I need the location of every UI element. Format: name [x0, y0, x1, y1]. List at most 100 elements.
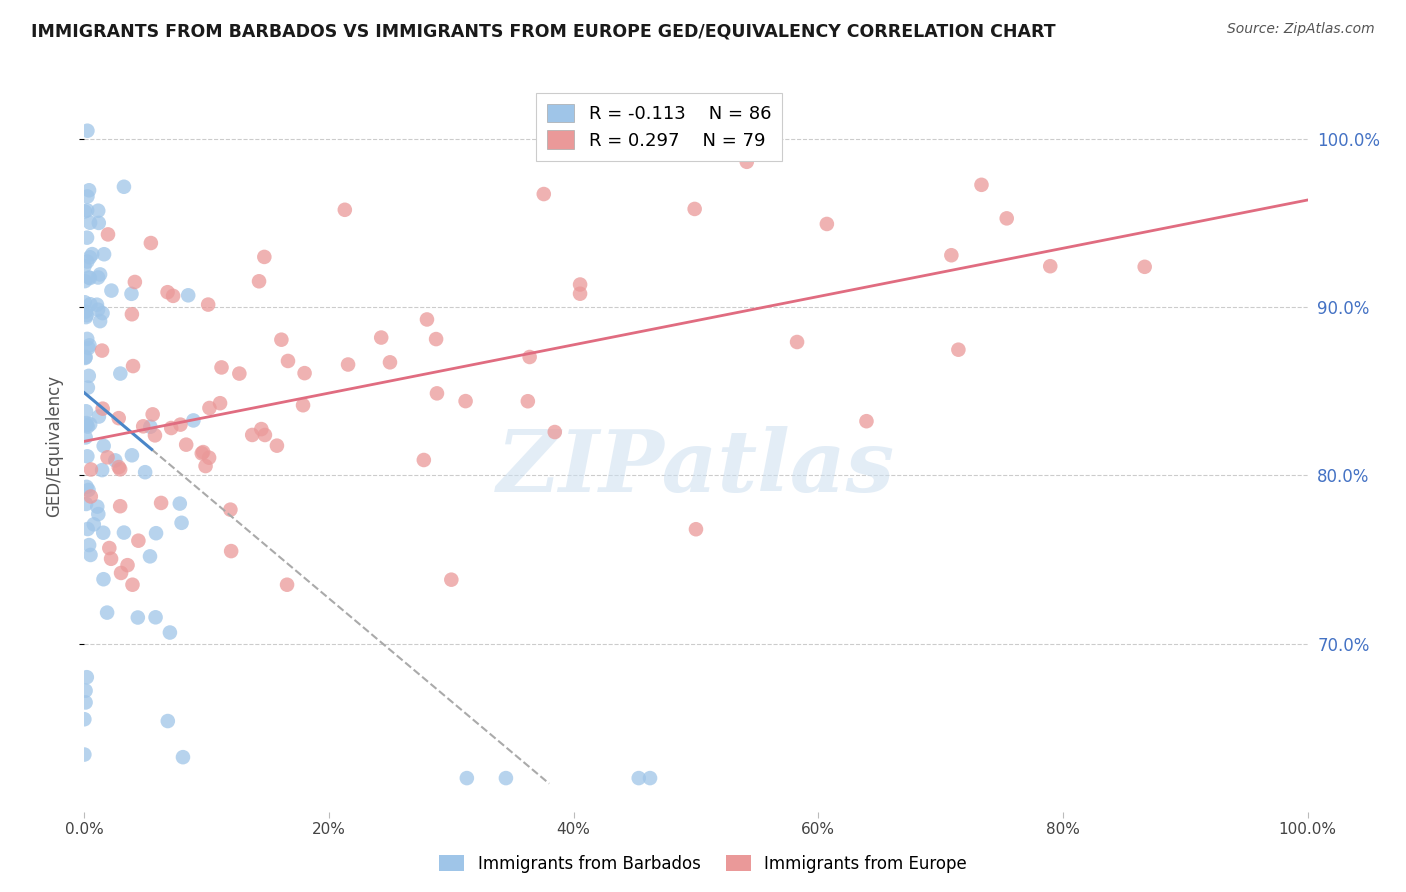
Point [145, 526, 167, 541]
Point [995, 211, 1018, 226]
Point [96, 450, 118, 465]
Point [110, 367, 132, 381]
Point [294, 366, 316, 380]
Point [87, 409, 110, 424]
Point [240, 428, 263, 442]
Point [333, 202, 356, 217]
Point [191, 446, 214, 460]
Point [134, 465, 156, 479]
Point [98, 541, 121, 555]
Point [139, 235, 162, 250]
Point [87, 507, 110, 521]
Point [519, 350, 541, 364]
Point [121, 286, 143, 301]
Point [91, 306, 114, 320]
Point [79, 297, 101, 311]
Point [77, 183, 100, 197]
Point [75, 695, 97, 709]
Point [948, 343, 970, 357]
Point [627, 771, 650, 785]
Point [75, 683, 97, 698]
Point [370, 330, 392, 344]
Point [139, 549, 162, 564]
Point [162, 289, 184, 303]
Point [941, 248, 963, 262]
Point [142, 408, 165, 422]
Point [76, 203, 98, 218]
Point [75, 416, 97, 430]
Point [76, 419, 98, 434]
Point [73, 204, 96, 219]
Point [107, 411, 129, 425]
Point [73, 712, 96, 726]
Point [533, 187, 555, 202]
Point [76, 124, 98, 138]
Point [544, 425, 567, 439]
Point [87, 270, 110, 285]
Point [79, 250, 101, 264]
Point [107, 460, 129, 475]
Point [194, 458, 217, 473]
Legend: Immigrants from Barbados, Immigrants from Europe: Immigrants from Barbados, Immigrants fro… [433, 848, 973, 880]
Point [79, 338, 101, 352]
Point [266, 439, 288, 453]
Point [412, 453, 434, 467]
Point [735, 154, 758, 169]
Point [132, 419, 155, 434]
Point [80, 462, 103, 476]
Point [96, 606, 118, 620]
Point [89, 314, 111, 328]
Point [156, 285, 179, 300]
Point [75, 404, 97, 418]
Point [108, 462, 131, 476]
Point [77, 368, 100, 383]
Point [855, 414, 877, 428]
Point [76, 308, 98, 322]
Point [91, 463, 114, 477]
Point [337, 358, 360, 372]
Point [93, 439, 115, 453]
Point [97, 227, 120, 242]
Point [569, 277, 592, 292]
Point [91, 401, 114, 416]
Point [292, 398, 315, 412]
Point [75, 351, 97, 365]
Point [253, 250, 276, 264]
Point [198, 450, 221, 465]
Point [104, 453, 127, 467]
Point [1039, 259, 1062, 273]
Legend: R = -0.113    N = 86, R = 0.297    N = 79: R = -0.113 N = 86, R = 0.297 N = 79 [537, 93, 782, 161]
Point [139, 419, 162, 434]
Point [169, 497, 191, 511]
Point [79, 216, 101, 230]
Point [117, 558, 139, 573]
Point [75, 310, 97, 324]
Point [250, 422, 273, 436]
Point [198, 401, 221, 415]
Point [425, 332, 447, 346]
Point [177, 288, 200, 302]
Point [124, 275, 146, 289]
Point [75, 304, 97, 318]
Point [73, 747, 96, 762]
Point [219, 502, 242, 516]
Point [638, 771, 661, 785]
Point [93, 247, 115, 261]
Point [786, 334, 808, 349]
Point [970, 178, 993, 192]
Point [127, 533, 149, 548]
Point [77, 538, 100, 552]
Point [87, 216, 110, 230]
Point [100, 551, 122, 566]
Point [79, 417, 101, 432]
Point [75, 430, 97, 444]
Point [211, 360, 233, 375]
Point [172, 750, 194, 764]
Point [121, 307, 143, 321]
Point [454, 394, 477, 409]
Point [150, 496, 173, 510]
Point [86, 500, 108, 514]
Point [815, 217, 838, 231]
Point [143, 428, 166, 442]
Point [1133, 260, 1156, 274]
